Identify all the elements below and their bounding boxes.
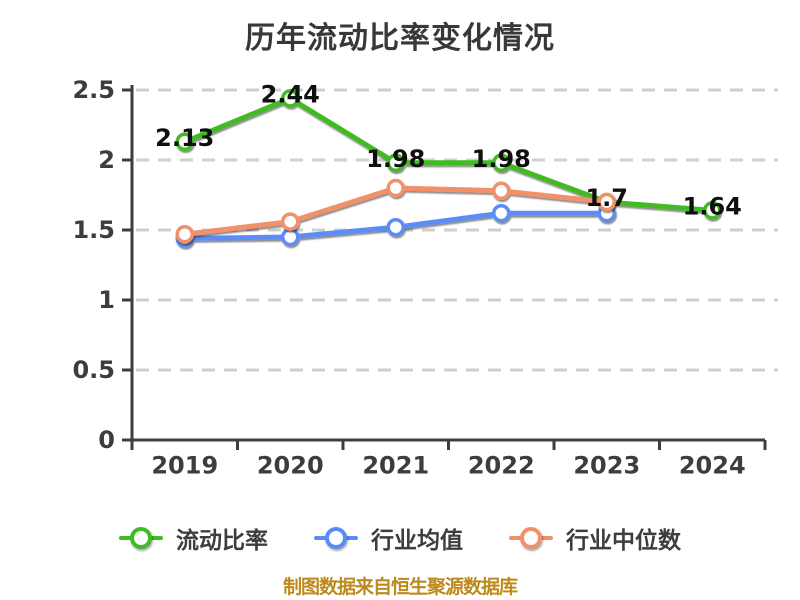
data-point-marker: [281, 212, 300, 231]
data-point-marker: [492, 153, 511, 173]
data-point-marker: [703, 201, 722, 220]
series-line: [182, 95, 715, 213]
legend-label: 流动比率: [176, 528, 268, 554]
data-point-marker: [386, 153, 405, 173]
data-point-marker: [386, 217, 405, 237]
x-axis-label: 2021: [362, 452, 429, 480]
x-axis-label: 2022: [468, 452, 535, 480]
legend-item: 行业均值: [314, 521, 463, 555]
data-point-marker: [386, 178, 405, 198]
data-point-marker: [281, 89, 300, 108]
data-label: 1.98: [472, 145, 531, 173]
legend-marker-green-icon: [119, 526, 163, 550]
data-label: 1.98: [366, 145, 425, 173]
x-axis-label: 2023: [573, 452, 640, 480]
y-axis-tick-label: 2: [98, 146, 115, 174]
legend-dot-icon: [130, 527, 152, 549]
data-point-marker: [281, 227, 300, 247]
series-group: [175, 89, 722, 220]
x-axis-label: 2019: [151, 452, 218, 480]
data-point-marker: [492, 181, 511, 201]
x-axis-label: 2020: [257, 452, 324, 480]
legend-marker-orange-icon: [509, 526, 553, 550]
chart-footer-source: 制图数据来自恒生聚源数据库: [282, 576, 518, 598]
x-axis-label: 2024: [679, 452, 746, 480]
legend-marker-blue-icon: [314, 526, 358, 550]
data-label: 1.7: [585, 184, 628, 212]
y-axis-tick-label: 2.5: [72, 76, 115, 104]
data-label: 1.64: [683, 192, 742, 220]
data-point-marker: [175, 224, 194, 244]
data-label: 2.44: [261, 80, 320, 108]
legend-item: 行业中位数: [509, 521, 681, 555]
data-point-marker: [492, 203, 511, 223]
y-axis-tick-label: 0.5: [72, 356, 115, 384]
legend-item: 流动比率: [119, 521, 268, 555]
legend-label: 行业均值: [371, 528, 463, 554]
y-axis-tick-label: 1: [98, 286, 115, 314]
series-group: [175, 178, 616, 244]
chart-title: 历年流动比率变化情况: [245, 21, 555, 56]
legend-label: 行业中位数: [566, 528, 681, 554]
y-axis-tick-label: 0: [98, 426, 115, 454]
legend-dot-icon: [520, 527, 542, 549]
legend-dot-icon: [325, 527, 347, 549]
data-point-marker: [175, 132, 194, 152]
data-point-marker: [597, 192, 616, 212]
y-axis-tick-label: 1.5: [72, 216, 115, 244]
chart-legend: 流动比率 行业均值 行业中位数: [0, 521, 800, 555]
data-label: 2.13: [155, 124, 214, 152]
